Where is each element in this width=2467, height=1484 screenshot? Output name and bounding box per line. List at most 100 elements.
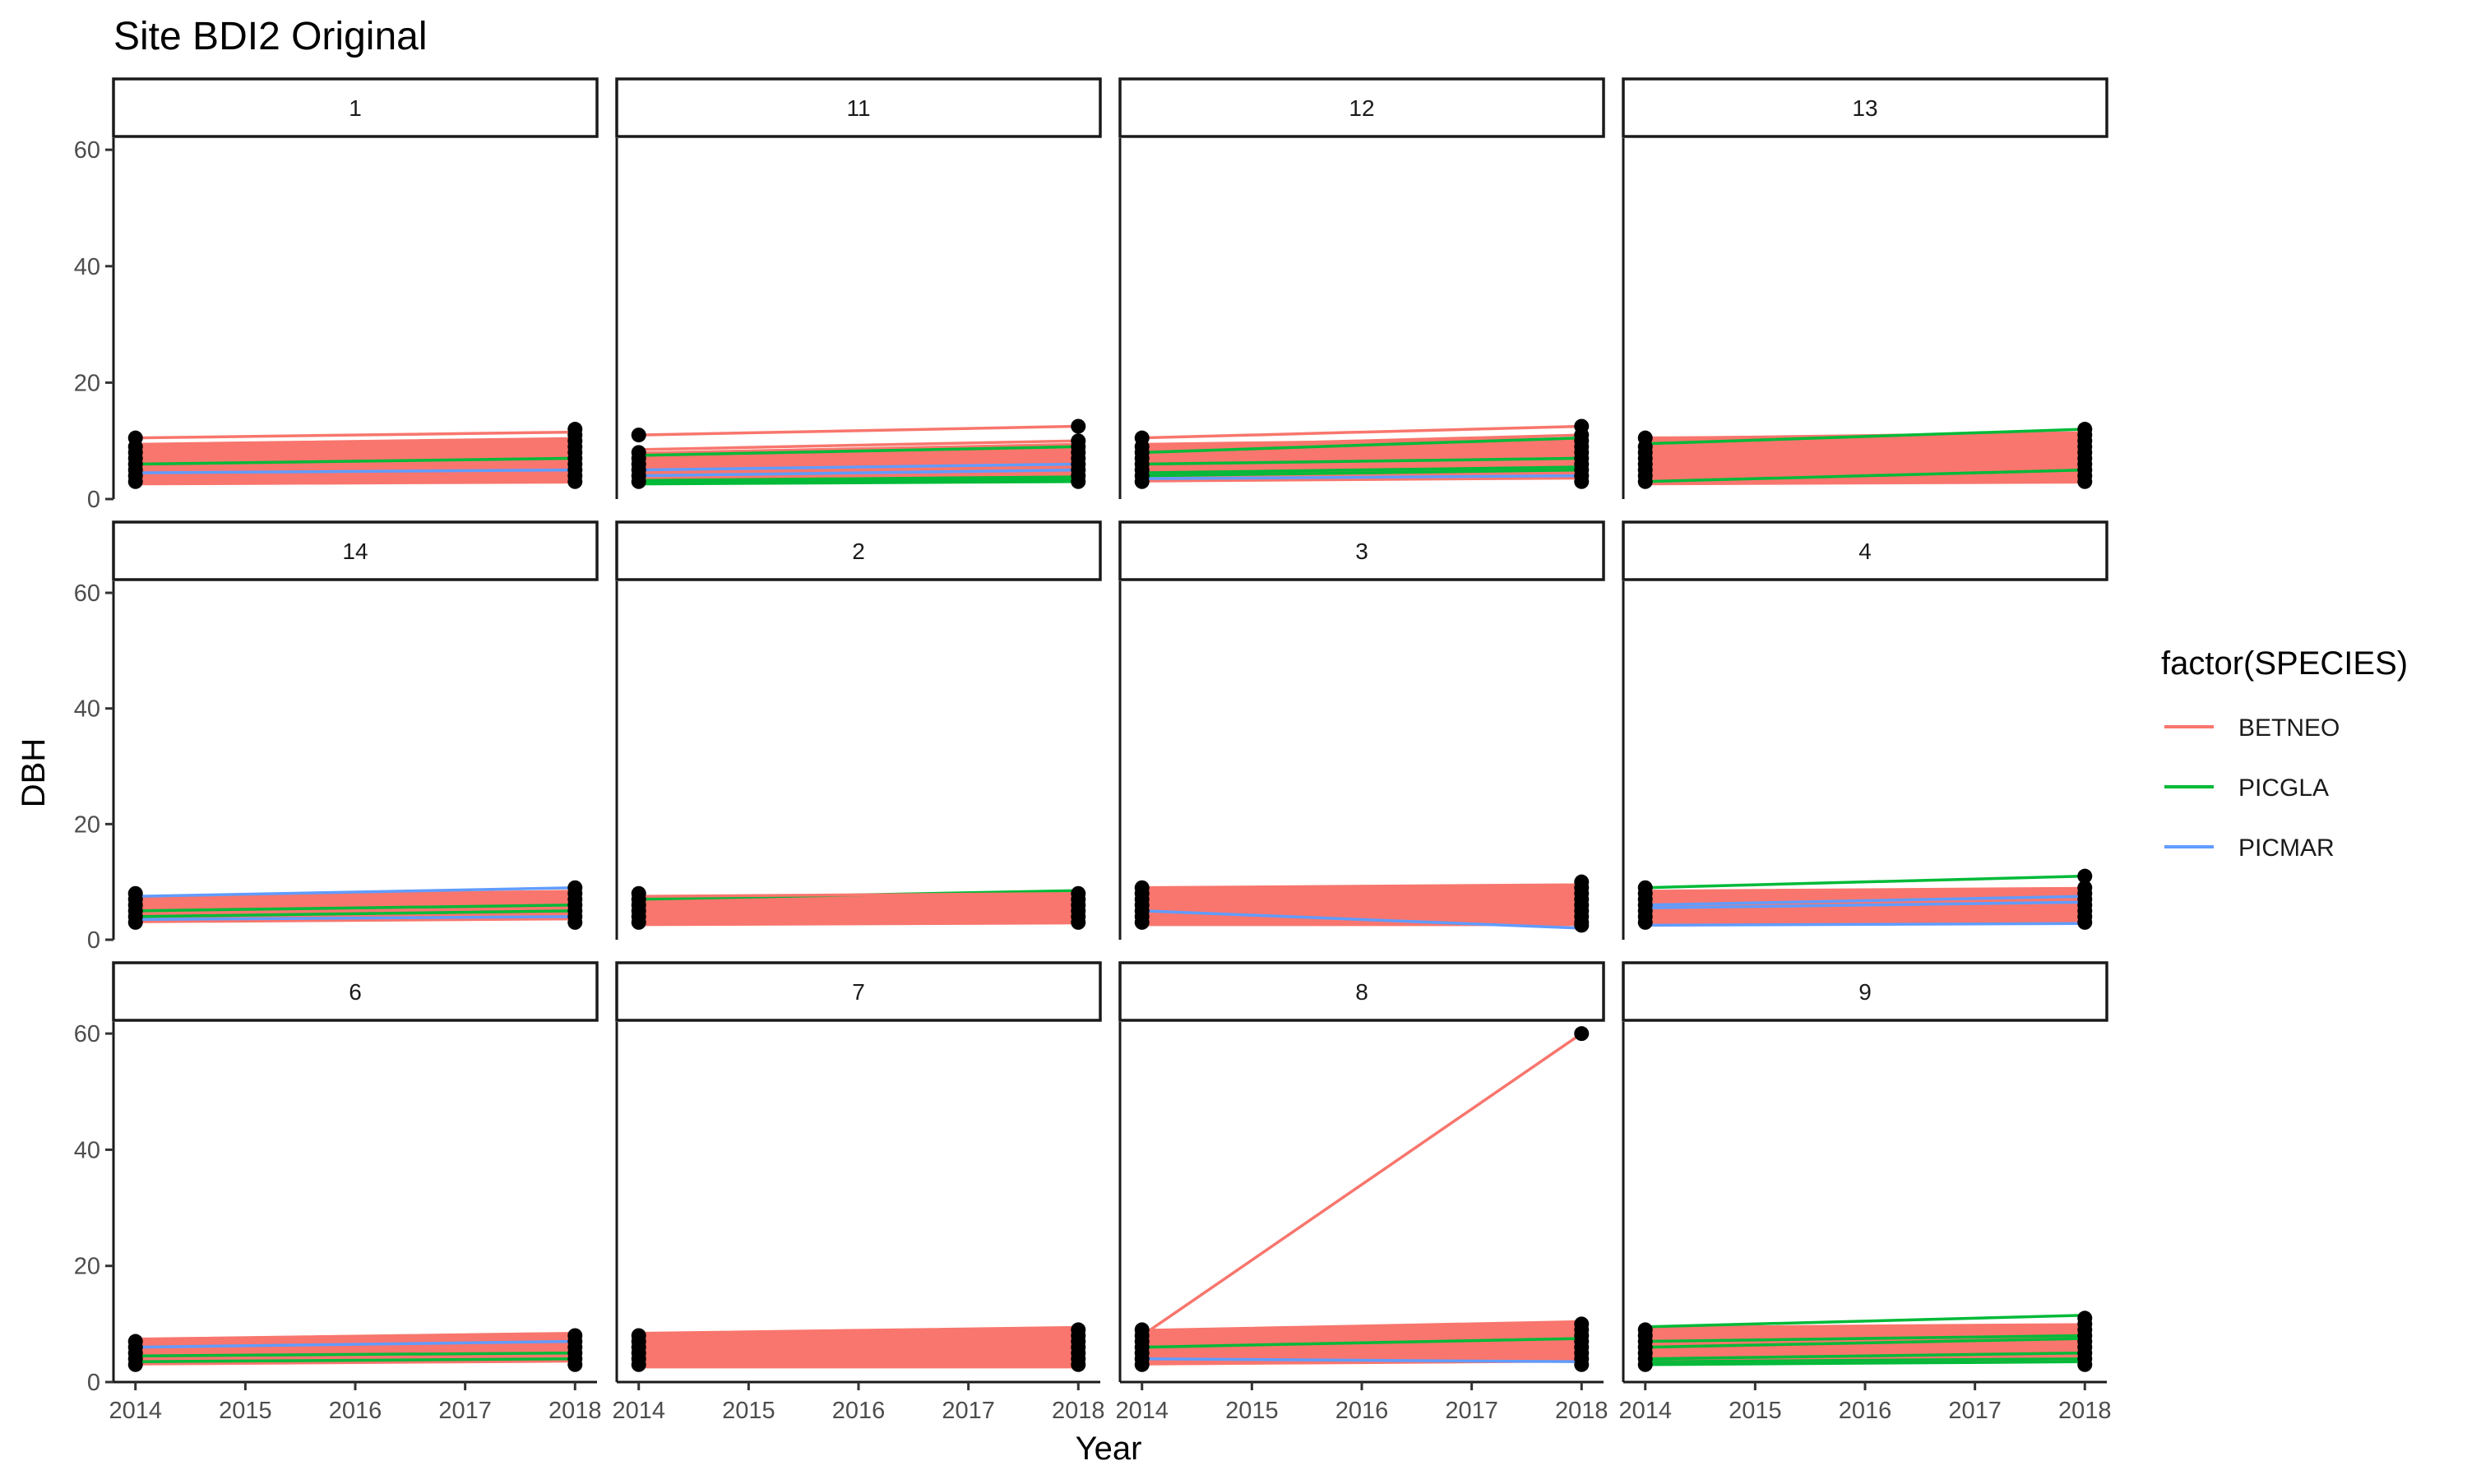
y-tick-label: 20 — [74, 370, 100, 396]
data-point — [567, 422, 583, 437]
series-line-picgla — [1645, 1357, 2085, 1364]
data-point — [1134, 430, 1150, 446]
series-line-picgla — [1141, 1337, 1582, 1349]
series-line-picmar — [135, 468, 576, 474]
y-tick-label: 60 — [74, 1021, 100, 1047]
data-point — [127, 430, 143, 446]
legend-label-picmar: PICMAR — [2238, 834, 2335, 862]
facet-panel-12: 12 — [1118, 77, 1605, 499]
series-line-picgla — [1645, 428, 2085, 446]
data-point — [1134, 1322, 1150, 1338]
x-tick-label: 2018 — [2058, 1398, 2112, 1424]
series-line-picgla — [1141, 456, 1582, 466]
series-line-picgla — [1645, 1337, 2085, 1349]
data-point — [631, 1328, 646, 1343]
series-line-picgla — [638, 480, 1079, 486]
series-line-picgla — [1645, 1351, 2085, 1361]
y-tick-label: 0 — [87, 487, 100, 513]
y-tick-label: 40 — [74, 254, 100, 280]
facet-panel-1: 1 0 20 40 60 — [74, 77, 599, 513]
facet-panel-3: 3 — [1118, 520, 1605, 940]
y-tick-label: 60 — [74, 137, 100, 164]
series-line-picgla — [638, 475, 1079, 483]
strip-box — [112, 520, 599, 581]
strip-box — [112, 77, 599, 138]
series-line-betneo — [1141, 1032, 1583, 1337]
series-line-picgla — [1645, 1360, 2085, 1366]
strip-label: 2 — [852, 539, 865, 564]
legend-items: BETNEO PICGLA PICMAR — [2164, 714, 2340, 862]
data-point — [1574, 1316, 1590, 1332]
strip-box — [615, 77, 1102, 138]
strip-label: 11 — [846, 95, 870, 121]
series-line-picmar — [135, 915, 576, 922]
series-line-betneo — [1645, 1325, 2085, 1334]
x-tick-label: 2015 — [722, 1398, 775, 1424]
facet-panel-14: 14 0 20 40 60 — [74, 520, 599, 954]
data-point — [1071, 418, 1086, 434]
series-line-picgla — [1141, 436, 1582, 455]
data-point — [631, 885, 646, 901]
x-tick-label: 2018 — [1555, 1398, 1608, 1424]
legend: factor(SPECIES) BETNEO PICGLA PICMAR — [2161, 645, 2408, 862]
legend-title: factor(SPECIES) — [2161, 645, 2408, 682]
series-line-picgla — [135, 909, 576, 918]
legend-label-picgla: PICGLA — [2238, 774, 2329, 802]
series-line-picgla — [638, 445, 1079, 457]
x-tick-label: 2016 — [1335, 1398, 1389, 1424]
strip-label: 4 — [1858, 539, 1872, 564]
facet-panel-4: 4 — [1622, 520, 2108, 940]
series-line-betneo — [638, 439, 1079, 451]
series-line-picmar — [1141, 474, 1582, 480]
series-line-picmar — [1645, 900, 2085, 910]
x-axis-title: Year — [1076, 1431, 1142, 1467]
facet-panel-13: 13 — [1622, 77, 2108, 499]
x-tick-label: 2014 — [109, 1398, 162, 1424]
x-tick-label: 2018 — [548, 1398, 602, 1424]
strip-box — [1118, 520, 1605, 581]
data-point — [1637, 880, 1653, 895]
x-tick-label: 2015 — [1225, 1398, 1279, 1424]
series-line-picgla — [1645, 468, 2085, 483]
series-line-picmar — [1141, 909, 1582, 930]
strip-box — [1622, 961, 2108, 1022]
facet-panel-11: 11 — [615, 77, 1102, 499]
data-point — [631, 445, 646, 460]
data-point — [1071, 433, 1086, 449]
data-point — [2077, 1311, 2093, 1326]
series-line-betneo — [135, 439, 576, 449]
x-tick-label: 2017 — [942, 1398, 995, 1424]
data-point — [2077, 868, 2093, 884]
y-tick-label: 20 — [74, 1254, 100, 1280]
data-point — [1134, 880, 1150, 895]
strip-label: 1 — [349, 95, 362, 121]
strip-box — [1622, 520, 2108, 581]
y-tick-label: 0 — [87, 1370, 100, 1396]
series-line-betneo — [638, 891, 1079, 899]
strip-label: 7 — [852, 979, 865, 1005]
series-line-picmar — [1645, 895, 2085, 907]
strip-box — [615, 961, 1102, 1022]
x-tick-label: 2018 — [1052, 1398, 1105, 1424]
y-axis-title: DBH — [16, 738, 52, 807]
y-tick-label: 40 — [74, 1137, 100, 1163]
series-line-betneo — [1141, 883, 1582, 890]
series-band-betneo — [637, 1325, 1080, 1369]
strip-label: 14 — [342, 539, 368, 564]
series-line-betneo — [1645, 451, 2085, 466]
x-tick-label: 2014 — [612, 1398, 665, 1424]
y-tick-label: 40 — [74, 696, 100, 723]
data-point — [2077, 880, 2093, 895]
x-tick-label: 2017 — [438, 1398, 492, 1424]
data-point — [1637, 430, 1653, 446]
strip-label: 13 — [1852, 95, 1877, 121]
x-tick-label: 2017 — [1948, 1398, 2002, 1424]
facet-panel-7: 7 2014 2015 2016 2017 2018 — [612, 961, 1105, 1424]
strip-label: 9 — [1858, 979, 1872, 1005]
series-line-picmar — [135, 1339, 576, 1349]
strip-label: 8 — [1355, 979, 1368, 1005]
data-point — [1574, 418, 1590, 434]
y-tick-label: 20 — [74, 811, 100, 838]
